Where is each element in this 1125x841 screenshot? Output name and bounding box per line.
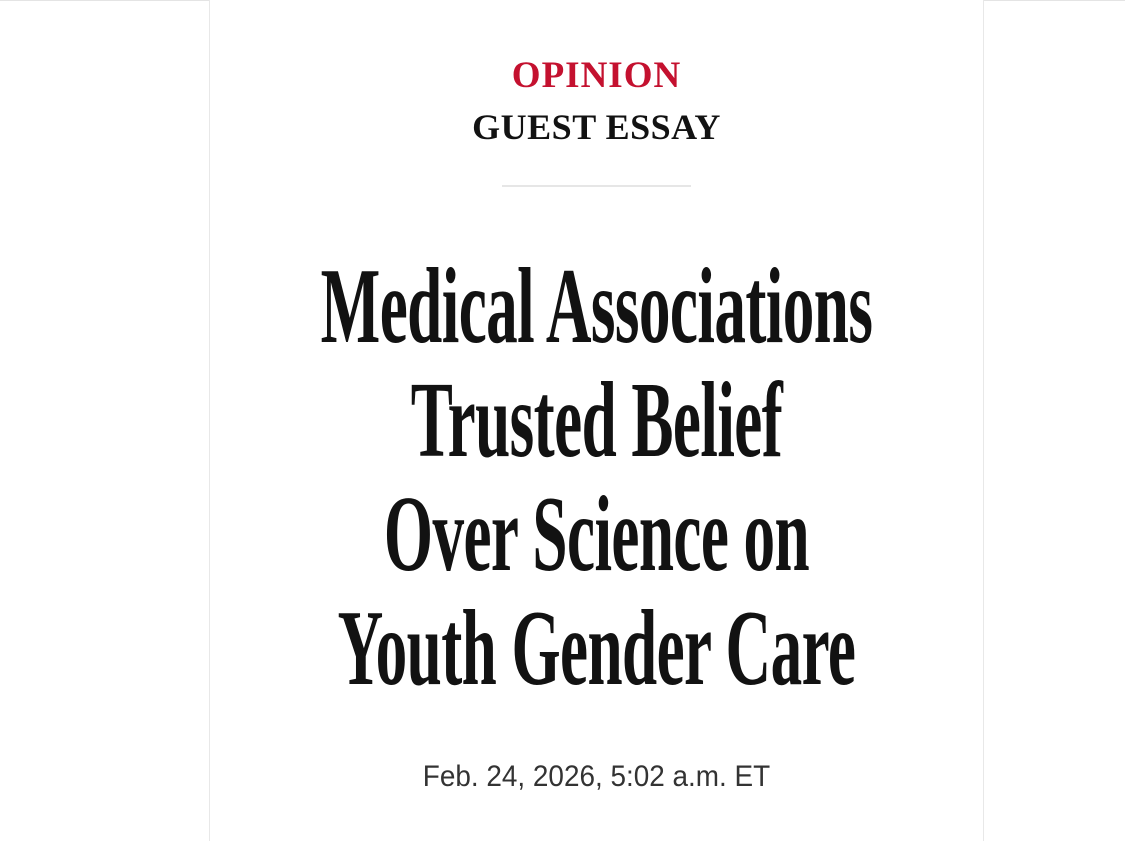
headline: Medical Associations Trusted Belief Over… xyxy=(230,250,963,706)
timestamp: Feb. 24, 2026, 5:02 a.m. ET xyxy=(422,760,771,793)
headline-line: Youth Gender Care xyxy=(337,589,856,708)
essay-type-label: GUEST ESSAY xyxy=(472,107,721,147)
divider xyxy=(502,185,691,187)
section-label[interactable]: OPINION xyxy=(511,55,682,96)
article-header: OPINION GUEST ESSAY Medical Associations… xyxy=(209,0,984,841)
headline-line: Over Science on xyxy=(383,475,810,594)
headline-line: Trusted Belief xyxy=(410,361,783,480)
page-edge-left xyxy=(0,0,209,1)
headline-line: Medical Associations xyxy=(320,247,873,366)
page-edge-right xyxy=(983,0,1125,1)
